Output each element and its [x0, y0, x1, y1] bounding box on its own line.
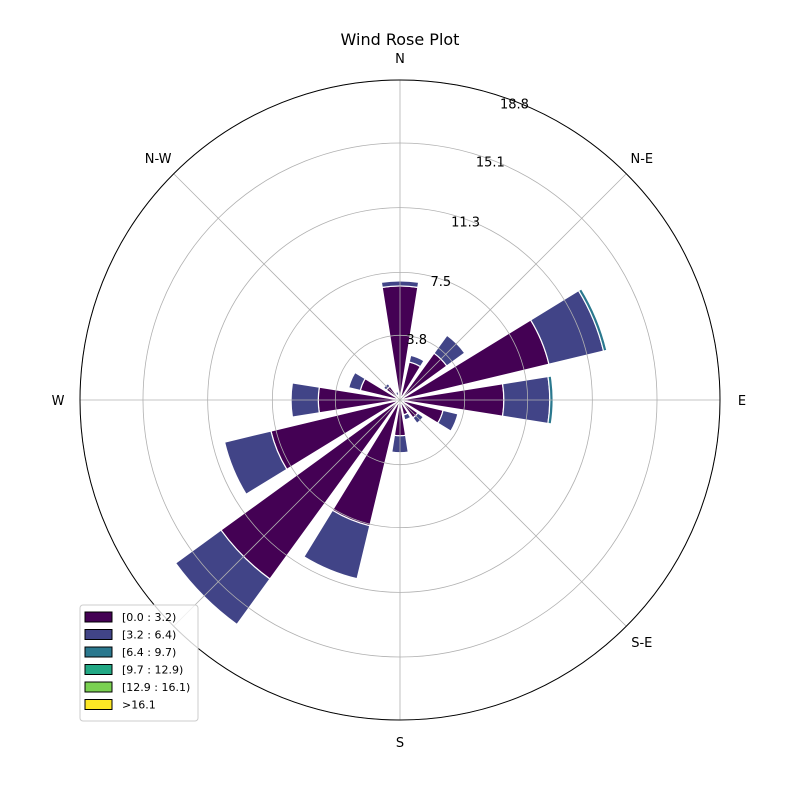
direction-label-s-e: S-E — [631, 636, 652, 651]
radial-tick-label-4: 18.8 — [500, 97, 529, 112]
wedge-sector-15-bin-1 — [394, 391, 400, 397]
legend-label-1: [3.2 : 6.4) — [122, 629, 176, 642]
wedge-sector-9-bin-1 — [303, 509, 371, 580]
legend-swatch-3 — [84, 664, 113, 675]
direction-label-w: W — [52, 394, 65, 409]
wedge-sector-7-bin-1 — [402, 412, 412, 421]
direction-label-e: E — [738, 394, 746, 409]
legend-label-4: [12.9 : 16.1) — [122, 681, 190, 694]
angular-gridline-7 — [173, 173, 401, 401]
direction-label-n-e: N-E — [631, 152, 654, 167]
wedge-sector-1-bin-1 — [408, 354, 425, 368]
grid-layer — [79, 79, 721, 721]
legend-label-0: [0.0 : 3.2) — [122, 611, 176, 624]
radial-tick-label-2: 11.3 — [451, 215, 480, 230]
radial-tick-label-0: 3.8 — [406, 333, 427, 348]
direction-label-n: N — [395, 52, 405, 67]
labels-layer: N N-E E S-E S N-W W 3.8 7.5 11.3 15.1 18.8 — [52, 52, 747, 751]
legend-swatch-2 — [84, 646, 113, 658]
legend: [0.0 : 3.2) [3.2 : 6.4) [6.4 : 9.7) [9.7 : … — [79, 604, 199, 722]
legend-swatch-5 — [84, 699, 113, 710]
legend-label-2: [6.4 : 9.7) — [122, 646, 176, 659]
radial-tick-label-1: 7.5 — [431, 275, 452, 290]
outer-frame — [79, 79, 721, 721]
wedge-sector-5-bin-1 — [436, 409, 459, 432]
angular-gridline-1 — [399, 173, 627, 401]
legend-swatch-1 — [84, 629, 113, 640]
wedge-sector-3-bin-2 — [577, 288, 608, 352]
wedge-sector-13-bin-1 — [347, 371, 366, 392]
angular-gridline-3 — [399, 399, 627, 627]
wedge-sector-11-bin-1 — [223, 430, 288, 496]
angular-gridline-5 — [173, 399, 401, 627]
chart-title: Wind Rose Plot — [341, 30, 460, 49]
legend-swatch-0 — [84, 611, 113, 623]
legend-swatch-4 — [84, 681, 113, 693]
legend-label-5: >16.1 — [122, 699, 156, 712]
radial-tick-label-3: 15.1 — [476, 156, 505, 171]
bars-layer — [174, 280, 608, 626]
legend-label-3: [9.7 : 12.9) — [122, 664, 183, 677]
direction-label-s: S — [396, 736, 404, 751]
direction-label-n-w: N-W — [145, 152, 172, 167]
